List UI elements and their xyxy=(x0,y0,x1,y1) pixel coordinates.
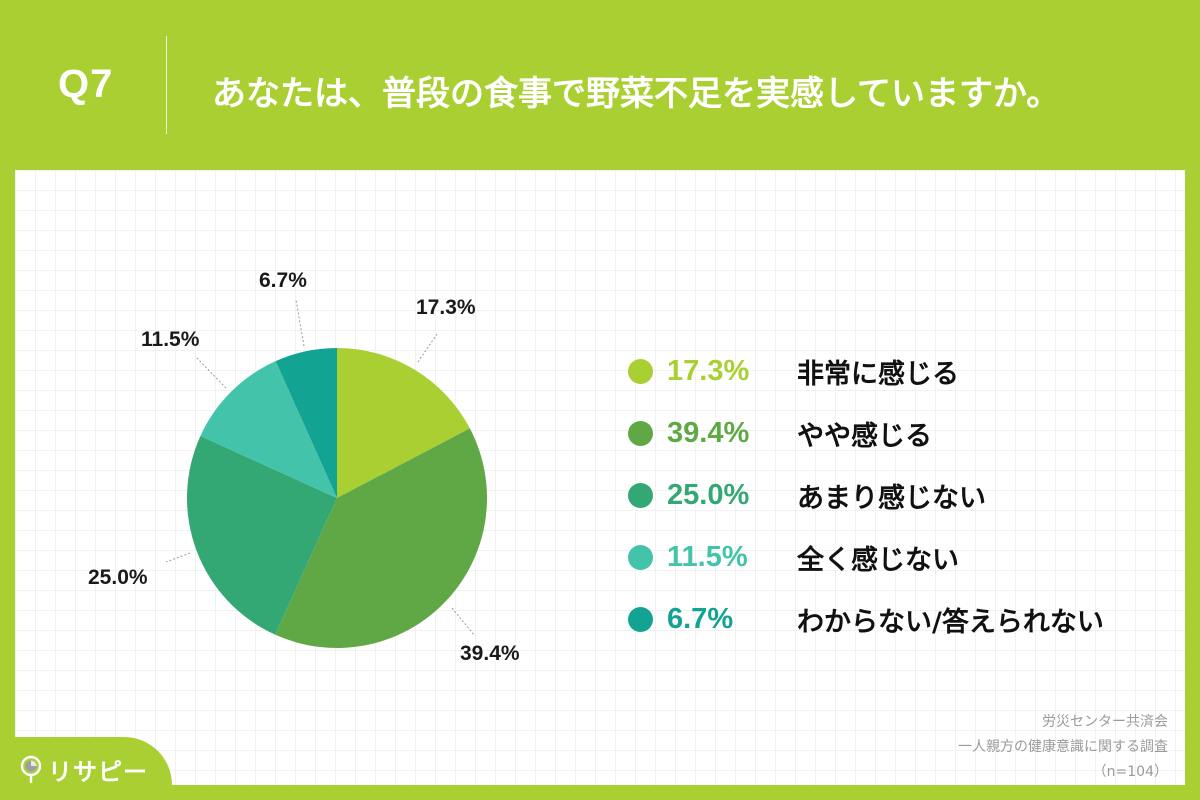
legend-label: わからない/答えられない xyxy=(797,606,1104,638)
leader-line-s0 xyxy=(417,333,438,363)
source-organization: 労災センター共済会 xyxy=(1042,714,1168,730)
brand-logo: リサピー xyxy=(20,752,148,787)
legend-dot-icon xyxy=(628,544,653,570)
legend-label: 非常に感じる xyxy=(797,358,959,390)
header-divider xyxy=(166,36,167,134)
legend-label: やや感じる xyxy=(797,420,932,452)
legend-percent: 11.5% xyxy=(667,540,748,573)
pie-label-not-much: 25.0% xyxy=(88,566,148,589)
legend-percent: 25.0% xyxy=(667,478,750,511)
leader-line-s4 xyxy=(295,299,305,347)
legend-label: 全く感じない xyxy=(797,544,959,576)
legend-item: 17.3% 非常に感じる xyxy=(628,340,1104,402)
leader-line-s1 xyxy=(451,607,476,637)
legend-dot-icon xyxy=(628,482,653,508)
legend-percent: 17.3% xyxy=(667,354,750,387)
leader-line-s3 xyxy=(195,356,227,389)
pie-slice-not-much xyxy=(187,435,337,635)
bottom-bar xyxy=(0,785,1200,800)
legend-label: あまり感じない xyxy=(797,482,986,514)
legend-dot-icon xyxy=(628,358,653,384)
legend-dot-icon xyxy=(628,420,653,446)
legend-item: 39.4% やや感じる xyxy=(628,402,1104,464)
pie-label-not-at-all: 11.5% xyxy=(141,328,200,351)
legend-percent: 6.7% xyxy=(667,602,734,635)
source-survey-title: 一人親方の健康意識に関する調査 xyxy=(958,739,1168,755)
brand-name: リサピー xyxy=(48,758,148,786)
legend-item: 6.7% わからない/答えられない xyxy=(628,588,1104,650)
map-pin-pie-icon xyxy=(20,755,42,783)
legend-percent: 39.4% xyxy=(667,416,750,449)
question-header: Q7 あなたは、普段の食事で野菜不足を実感していますか。 xyxy=(0,0,1200,170)
pie-slice-not-at-all xyxy=(200,361,337,498)
pie-label-dont-know: 6.7% xyxy=(259,269,307,292)
question-title: あなたは、普段の食事で野菜不足を実感していますか。 xyxy=(212,74,1061,114)
pie-slice-dont-know xyxy=(275,348,337,498)
legend-item: 25.0% あまり感じない xyxy=(628,464,1104,526)
chart-legend: 17.3% 非常に感じる 39.4% やや感じる 25.0% あまり感じない 1… xyxy=(628,340,1104,650)
pie-slice-somewhat xyxy=(275,428,487,648)
survey-source: 労災センター共済会 一人親方の健康意識に関する調査 （n=104） xyxy=(958,710,1168,785)
legend-dot-icon xyxy=(628,606,653,632)
source-sample-size: （n=104） xyxy=(1092,764,1168,780)
pie-label-somewhat: 39.4% xyxy=(460,642,520,665)
pie-slice-very-much xyxy=(337,348,470,498)
leader-line-s2 xyxy=(165,552,191,563)
pie-label-very-much: 17.3% xyxy=(416,296,476,319)
question-number: Q7 xyxy=(58,62,114,106)
legend-item: 11.5% 全く感じない xyxy=(628,526,1104,588)
